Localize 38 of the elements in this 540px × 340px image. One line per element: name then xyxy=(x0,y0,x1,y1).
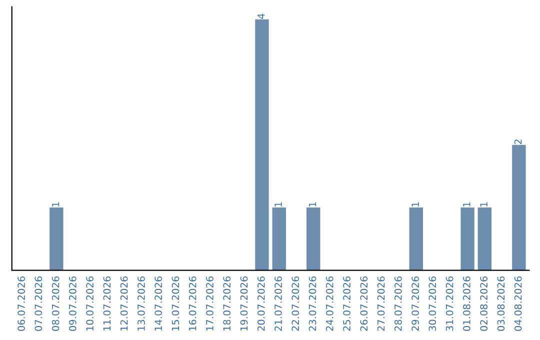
x-tick-label: 21.07.2026 xyxy=(274,276,282,331)
x-tick-label: 29.07.2026 xyxy=(412,276,419,331)
data-label: 1 xyxy=(308,202,316,206)
x-tick-label: 23.07.2026 xyxy=(308,276,316,331)
x-tick-label: 15.07.2026 xyxy=(172,276,180,330)
x-tick-label: 17.07.2026 xyxy=(206,276,214,330)
x-tick-label: 12.07.2026 xyxy=(120,276,128,330)
x-tick-label: 14.07.2026 xyxy=(154,276,162,330)
x-tick-label: 09.07.2026 xyxy=(69,276,76,331)
data-label: 1 xyxy=(412,202,419,206)
x-tick-label: 18.07.2026 xyxy=(223,276,231,330)
data-label: 1 xyxy=(52,202,60,206)
x-tick-label: 22.07.2026 xyxy=(292,276,300,331)
x-tick-label: 20.07.2026 xyxy=(257,276,265,331)
data-label: 1 xyxy=(463,202,470,206)
x-tick-label: 10.07.2026 xyxy=(86,276,94,330)
x-tick-label: 16.07.2026 xyxy=(188,276,196,330)
x-tick-label: 31.07.2026 xyxy=(446,276,454,331)
x-tick-label: 08.07.2026 xyxy=(52,276,60,331)
x-tick-label: 01.08.2026 xyxy=(463,276,470,331)
x-tick-label: 25.07.2026 xyxy=(343,276,350,331)
data-label: 2 xyxy=(514,140,522,144)
data-label: 1 xyxy=(480,202,488,206)
x-tick-label: 26.07.2026 xyxy=(360,276,368,331)
x-tick-label: 11.07.2026 xyxy=(103,276,111,330)
x-tick-label: 13.07.2026 xyxy=(138,276,145,330)
data-label: 1 xyxy=(274,202,282,206)
x-tick-label: 06.07.2026 xyxy=(18,276,25,331)
x-tick-label: 24.07.2026 xyxy=(326,276,334,331)
x-tick-label: 27.07.2026 xyxy=(377,276,385,331)
data-label: 4 xyxy=(258,14,265,19)
x-tick-label: 19.07.2026 xyxy=(240,276,248,330)
x-tick-label: 04.08.2026 xyxy=(514,276,522,331)
x-tick-label: 07.07.2026 xyxy=(34,276,42,331)
x-tick-label: 28.07.2026 xyxy=(394,276,402,331)
x-tick-label: 03.08.2026 xyxy=(497,276,505,331)
x-tick-label: 02.08.2026 xyxy=(480,276,488,331)
x-tick-label: 30.07.2026 xyxy=(428,276,436,331)
